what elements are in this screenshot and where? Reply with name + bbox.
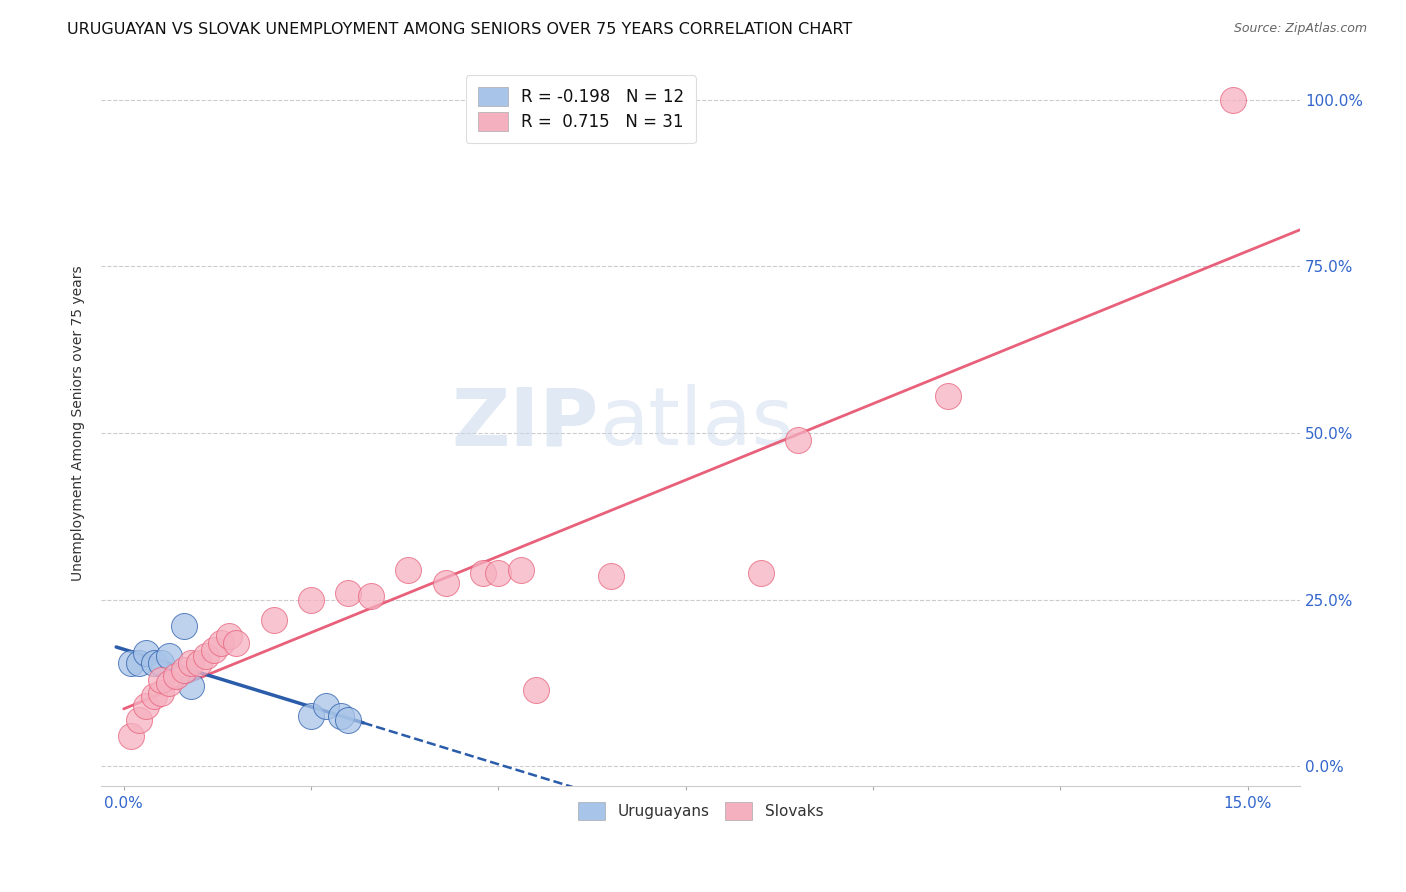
Point [337,586,360,600]
Point [509,563,531,577]
Point [142,656,165,670]
Legend: Uruguayans, Slovaks: Uruguayans, Slovaks [572,797,830,826]
Point [135,646,157,660]
Point [157,649,180,664]
Point [396,563,419,577]
Text: ZIP: ZIP [451,384,599,462]
Point [173,619,195,633]
Text: Source: ZipAtlas.com: Source: ZipAtlas.com [1233,22,1367,36]
Point [128,656,150,670]
Point [360,590,382,604]
Point [263,613,285,627]
Point [486,566,509,580]
Point [209,636,232,650]
Point [787,433,810,447]
Point [330,709,353,723]
Point [749,566,772,580]
Point [936,389,959,403]
Point [150,686,173,700]
Point [434,576,457,591]
Y-axis label: Unemployment Among Seniors over 75 years: Unemployment Among Seniors over 75 years [72,265,86,581]
Point [142,690,165,704]
Point [173,663,195,677]
Point [150,673,173,687]
Point [187,656,209,670]
Point [135,699,157,714]
Point [202,642,225,657]
Text: atlas: atlas [599,384,793,462]
Point [120,656,142,670]
Point [225,636,247,650]
Point [128,713,150,727]
Point [157,676,180,690]
Text: URUGUAYAN VS SLOVAK UNEMPLOYMENT AMONG SENIORS OVER 75 YEARS CORRELATION CHART: URUGUAYAN VS SLOVAK UNEMPLOYMENT AMONG S… [67,22,852,37]
Point [1222,93,1244,107]
Point [195,649,218,664]
Point [150,656,173,670]
Point [299,592,322,607]
Point [337,713,360,727]
Point [218,629,240,643]
Point [315,699,337,714]
Point [165,669,187,683]
Point [599,569,621,583]
Point [120,730,142,744]
Point [472,566,495,580]
Point [180,656,202,670]
Point [180,680,202,694]
Point [524,682,547,697]
Point [299,709,322,723]
